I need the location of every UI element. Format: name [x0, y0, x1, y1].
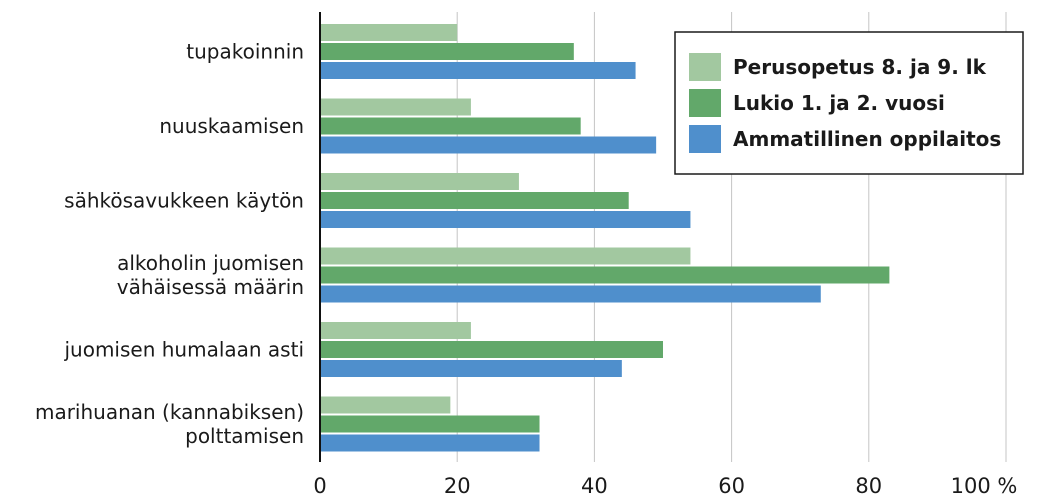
bar-2-2 [320, 117, 581, 135]
x-tick-label: 60 [718, 474, 745, 497]
x-tick-label: 20 [444, 474, 471, 497]
bar-2-3 [320, 192, 629, 209]
legend-swatch [689, 53, 721, 81]
category-label: juomisen humalaan asti [63, 338, 304, 362]
x-tick-label: 80 [855, 474, 882, 497]
x-tick-labels: 0 20 40 60 80 100 % [313, 474, 1017, 497]
legend: Perusopetus 8. ja 9. lk Lukio 1. ja 2. vu… [674, 31, 1024, 175]
x-tick-label: 0 [313, 474, 326, 497]
bar-3-2 [320, 136, 657, 154]
category-label: nuuskaamisen [159, 114, 304, 138]
legend-swatch [689, 89, 721, 117]
legend-swatch [689, 125, 721, 153]
bar-1-1 [320, 24, 458, 41]
bar-1-6 [320, 396, 451, 414]
category-label: vähäisessä määrin [117, 275, 304, 299]
bar-1-5 [320, 322, 471, 339]
bar-2-1 [320, 43, 574, 60]
category-label: sähkösavukkeen käytön [64, 189, 304, 213]
category-label: tupakoinnin [186, 40, 304, 64]
bar-3-6 [320, 434, 540, 452]
x-tick-label: 40 [581, 474, 608, 497]
category-label: polttamisen [185, 424, 304, 448]
category-label: marihuanan (kannabiksen) [35, 400, 304, 424]
x-tick-label: 100 % [951, 474, 1018, 497]
bar-3-3 [320, 211, 691, 228]
legend-box [674, 31, 1024, 175]
legend-label: Lukio 1. ja 2. vuosi [733, 91, 945, 115]
legend-label: Ammatillinen oppilaitos [733, 127, 1001, 151]
bar-2-6 [320, 415, 540, 433]
legend-label: Perusopetus 8. ja 9. lk [733, 55, 987, 79]
bar-3-5 [320, 360, 622, 377]
bar-2-5 [320, 341, 663, 358]
bar-1-3 [320, 173, 519, 190]
category-labels: tupakoinnin nuuskaamisen sähkösavukkeen kä… [35, 40, 304, 449]
bar-1-2 [320, 98, 471, 116]
bar-1-4 [320, 247, 691, 265]
bars [320, 24, 890, 452]
bar-2-4 [320, 266, 890, 284]
bar-3-4 [320, 285, 821, 303]
category-label: alkoholin juomisen [117, 251, 304, 275]
bar-3-1 [320, 62, 636, 79]
